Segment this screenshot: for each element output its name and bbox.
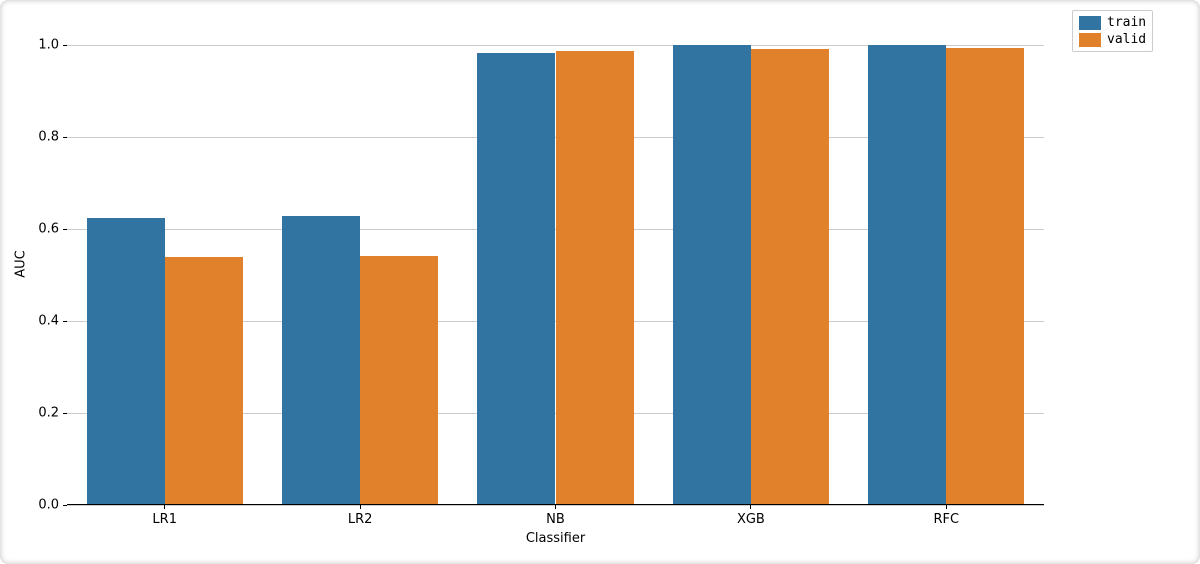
- bar: [282, 216, 360, 505]
- ytick-label: 0.6: [38, 222, 59, 237]
- legend-label: valid: [1107, 32, 1146, 47]
- ytick-label: 1.0: [38, 38, 59, 53]
- legend-swatch: [1079, 16, 1101, 30]
- legend-item: train: [1079, 15, 1146, 30]
- bar: [477, 53, 555, 505]
- legend: train valid: [1072, 10, 1153, 52]
- xtick-label: LR1: [152, 512, 177, 527]
- ytick: [63, 505, 67, 506]
- xtick: [164, 505, 165, 509]
- bar: [868, 45, 946, 505]
- ytick: [63, 413, 67, 414]
- bar: [165, 257, 243, 505]
- figure: LR1 LR2 NB XGB RFC 0.0 0.2 0.4 0.6 0.8 1.0 Classi…: [0, 0, 1200, 564]
- xtick: [946, 505, 947, 509]
- ytick: [63, 321, 67, 322]
- ytick-label: 0.4: [38, 314, 59, 329]
- x-axis-label: Classifier: [526, 531, 585, 546]
- bar: [673, 45, 751, 505]
- xtick-label: LR2: [348, 512, 373, 527]
- bar: [360, 256, 438, 505]
- legend-label: train: [1107, 15, 1146, 30]
- legend-swatch: [1079, 33, 1101, 47]
- bar: [87, 218, 165, 506]
- xtick: [750, 505, 751, 509]
- bar: [946, 48, 1024, 505]
- ytick: [63, 137, 67, 138]
- ytick-label: 0.2: [38, 406, 59, 421]
- ytick-label: 0.8: [38, 130, 59, 145]
- ytick: [63, 45, 67, 46]
- xtick-label: NB: [546, 512, 565, 527]
- plot-area: [67, 22, 1044, 505]
- bar: [556, 51, 634, 505]
- legend-item: valid: [1079, 32, 1146, 47]
- xtick-label: RFC: [934, 512, 960, 527]
- y-axis-label: AUC: [14, 250, 29, 278]
- ytick: [63, 229, 67, 230]
- xtick: [360, 505, 361, 509]
- ytick-label: 0.0: [38, 498, 59, 513]
- xtick-label: XGB: [737, 512, 765, 527]
- bar: [751, 49, 829, 505]
- xtick: [555, 505, 556, 509]
